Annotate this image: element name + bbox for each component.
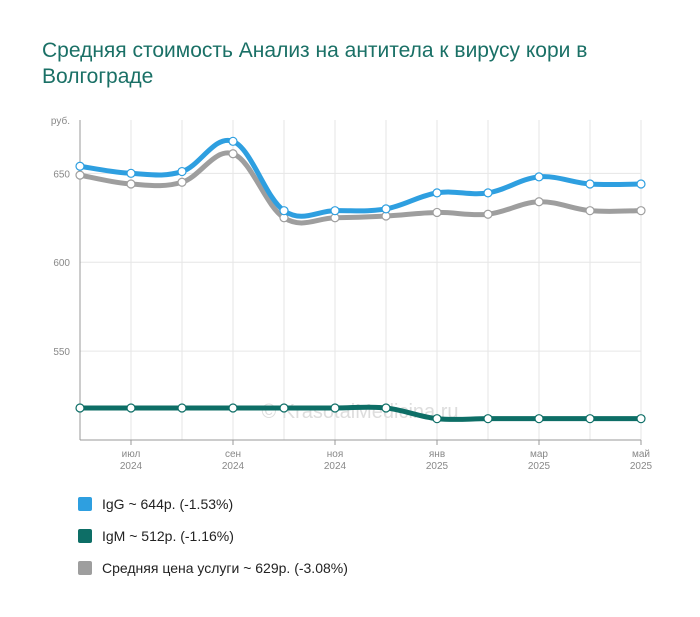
y-tick-label: 550 — [53, 347, 70, 358]
data-point — [483, 188, 493, 198]
data-point — [534, 172, 544, 182]
legend-item[interactable]: IgM ~ 512р. (-1.16%) — [78, 520, 348, 552]
data-point — [483, 414, 493, 424]
data-point — [126, 168, 136, 178]
data-point — [75, 170, 85, 180]
data-point — [279, 403, 289, 413]
legend-label: Средняя цена услуги ~ 629р. (-3.08%) — [102, 560, 348, 576]
data-point — [432, 207, 442, 218]
axes: 550600650руб.июл2024сен2024ноя2024янв202… — [51, 115, 653, 472]
data-point — [636, 414, 646, 424]
data-point — [636, 206, 646, 216]
data-point — [381, 204, 391, 214]
data-point — [534, 197, 544, 207]
grid — [79, 120, 642, 440]
data-point — [126, 179, 136, 189]
legend: IgG ~ 644р. (-1.53%) IgM ~ 512р. (-1.16%)… — [78, 488, 348, 584]
data-point — [75, 403, 85, 413]
x-tick-label: сен — [225, 449, 241, 460]
series-2 — [75, 149, 646, 226]
legend-swatch — [78, 529, 92, 543]
legend-item[interactable]: IgG ~ 644р. (-1.53%) — [78, 488, 348, 520]
data-point — [279, 206, 289, 216]
series-1 — [75, 403, 646, 424]
y-tick-label: 650 — [53, 169, 70, 180]
data-point — [483, 209, 493, 219]
data-point — [228, 136, 238, 146]
data-point — [534, 414, 544, 424]
data-point — [177, 177, 187, 187]
data-point — [636, 179, 646, 189]
series-0 — [75, 136, 646, 219]
x-tick-year: 2025 — [426, 461, 449, 472]
x-tick-label: май — [632, 449, 650, 460]
x-tick-year: 2024 — [120, 461, 143, 472]
chart-title: Средняя стоимость Анализ на антитела к в… — [42, 39, 588, 88]
data-point — [585, 206, 595, 216]
data-point — [432, 188, 442, 198]
legend-swatch — [78, 497, 92, 511]
legend-swatch — [78, 561, 92, 575]
x-tick-year: 2025 — [528, 461, 551, 472]
data-point — [330, 403, 340, 413]
x-tick-label: янв — [429, 449, 445, 460]
data-point — [381, 403, 391, 413]
x-tick-year: 2025 — [630, 461, 653, 472]
data-point — [228, 149, 238, 159]
data-point — [126, 403, 136, 413]
x-tick-year: 2024 — [222, 461, 245, 472]
y-unit-label: руб. — [51, 115, 70, 127]
data-point — [177, 166, 187, 177]
data-point — [432, 414, 442, 424]
y-tick-label: 600 — [53, 258, 70, 269]
x-tick-label: ноя — [327, 449, 344, 460]
legend-label: IgG ~ 644р. (-1.53%) — [102, 496, 234, 512]
x-tick-label: мар — [530, 449, 548, 460]
data-point — [177, 403, 187, 413]
series — [75, 136, 646, 424]
legend-item[interactable]: Средняя цена услуги ~ 629р. (-3.08%) — [78, 552, 348, 584]
legend-label: IgM ~ 512р. (-1.16%) — [102, 528, 234, 544]
x-tick-year: 2024 — [324, 461, 347, 472]
data-point — [585, 179, 595, 189]
data-point — [228, 403, 238, 413]
x-tick-label: июл — [122, 449, 141, 460]
data-point — [585, 414, 595, 424]
data-point — [75, 161, 85, 171]
data-point — [330, 206, 340, 216]
